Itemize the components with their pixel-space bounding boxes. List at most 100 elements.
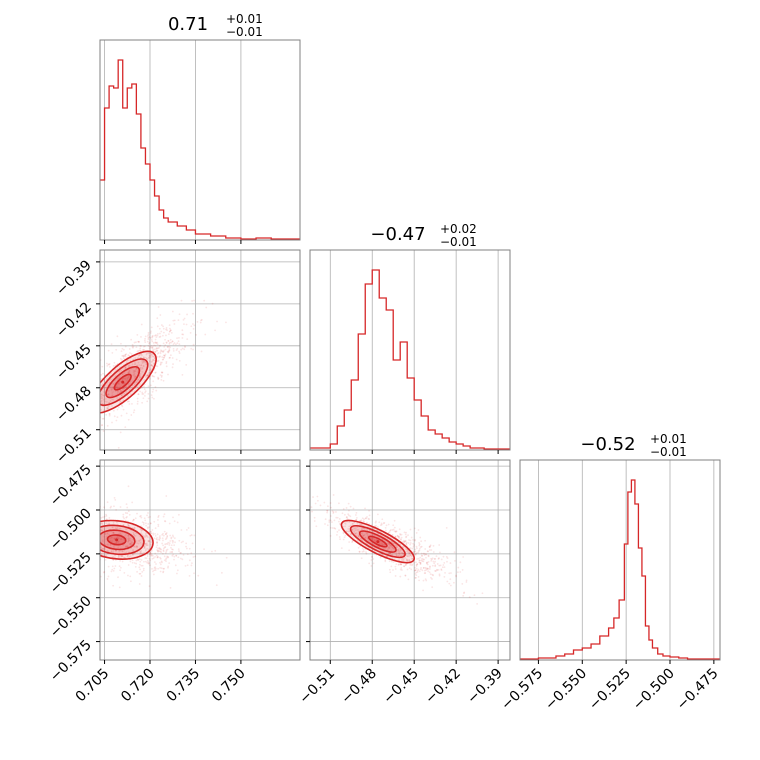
scatter-point (192, 348, 194, 351)
scatter-point (336, 533, 338, 536)
scatter-point (121, 388, 124, 390)
scatter-point (101, 402, 104, 405)
scatter-point (100, 384, 103, 387)
scatter-point (136, 364, 139, 367)
scatter-point (145, 543, 148, 546)
scatter-point (97, 374, 99, 376)
scatter-point (69, 429, 71, 431)
scatter-point (157, 306, 160, 308)
scatter-point (329, 502, 332, 504)
scatter-point (425, 561, 428, 564)
scatter-point (154, 532, 156, 535)
scatter-point (342, 538, 345, 541)
scatter-point (91, 402, 93, 404)
scatter-point (139, 572, 142, 575)
scatter-point (444, 571, 446, 574)
scatter-point (156, 365, 159, 368)
histogram-step-line (310, 269, 510, 450)
scatter-point (138, 558, 141, 561)
scatter-point (93, 563, 95, 565)
scatter-point (432, 544, 435, 547)
scatter-point (162, 567, 165, 570)
scatter-point (104, 397, 107, 400)
scatter-point (195, 333, 198, 336)
scatter-point (159, 563, 162, 566)
scatter-point (127, 564, 130, 566)
scatter-point (81, 541, 83, 543)
scatter-point (379, 540, 381, 543)
scatter-point (425, 553, 428, 556)
scatter-point (156, 355, 159, 358)
scatter-point (150, 326, 153, 329)
scatter-point (123, 371, 126, 374)
scatter-point (163, 555, 166, 558)
scatter-point (112, 398, 115, 401)
scatter-point (159, 352, 162, 355)
scatter-point (403, 531, 406, 534)
scatter-point (141, 366, 144, 369)
scatter-point (134, 368, 137, 371)
scatter-point (132, 371, 135, 374)
scatter-point (150, 530, 153, 533)
scatter-point (131, 553, 134, 556)
scatter-point (101, 417, 104, 420)
scatter-point (115, 521, 118, 524)
scatter-point (165, 557, 168, 559)
scatter-point (127, 364, 130, 367)
scatter-point (133, 533, 135, 536)
scatter-point (96, 528, 98, 530)
scatter-point (150, 338, 153, 341)
scatter-point (111, 565, 114, 568)
scatter-point (167, 351, 170, 354)
scatter-point (178, 550, 180, 552)
scatter-point (405, 548, 408, 551)
scatter-point (148, 356, 151, 358)
scatter-point (153, 348, 156, 351)
scatter-point (171, 340, 174, 343)
scatter-point (156, 541, 158, 543)
scatter-point (155, 563, 157, 565)
scatter-point (342, 532, 345, 535)
scatter-point (134, 376, 137, 379)
scatter-point (54, 512, 56, 514)
scatter-point (152, 359, 155, 362)
scatter-point (60, 443, 62, 445)
scatter-point (352, 522, 354, 525)
scatter-point (116, 408, 119, 411)
scatter-point (372, 537, 375, 540)
scatter-point (411, 547, 414, 550)
scatter-point (402, 552, 405, 555)
scatter-point (191, 300, 194, 302)
scatter-point (112, 545, 115, 548)
scatter-point (225, 556, 228, 559)
scatter-point (169, 534, 172, 537)
scatter-point (151, 340, 154, 343)
scatter-point (345, 530, 348, 533)
scatter-point (417, 551, 420, 554)
scatter-point (104, 558, 107, 561)
scatter-point (348, 525, 351, 528)
scatter-point (94, 380, 96, 382)
scatter-point (170, 536, 173, 539)
scatter-point (420, 540, 423, 543)
scatter-point (403, 541, 405, 544)
scatter-point (50, 529, 52, 531)
scatter-point (167, 373, 169, 376)
scatter-point (141, 571, 144, 573)
scatter-point (146, 359, 149, 362)
scatter-point (167, 565, 170, 568)
scatter-point (176, 572, 178, 575)
scatter-point (103, 570, 106, 573)
scatter-point (132, 518, 135, 521)
scatter-point (149, 551, 152, 554)
scatter-point (119, 566, 122, 569)
scatter-point (110, 570, 113, 573)
scatter-point (121, 560, 124, 563)
scatter-point (211, 550, 213, 553)
scatter-point (351, 540, 354, 543)
scatter-point (407, 542, 410, 544)
scatter-point (103, 391, 105, 393)
scatter-point (160, 378, 163, 381)
scatter-point (141, 391, 144, 394)
scatter-point (157, 525, 160, 528)
